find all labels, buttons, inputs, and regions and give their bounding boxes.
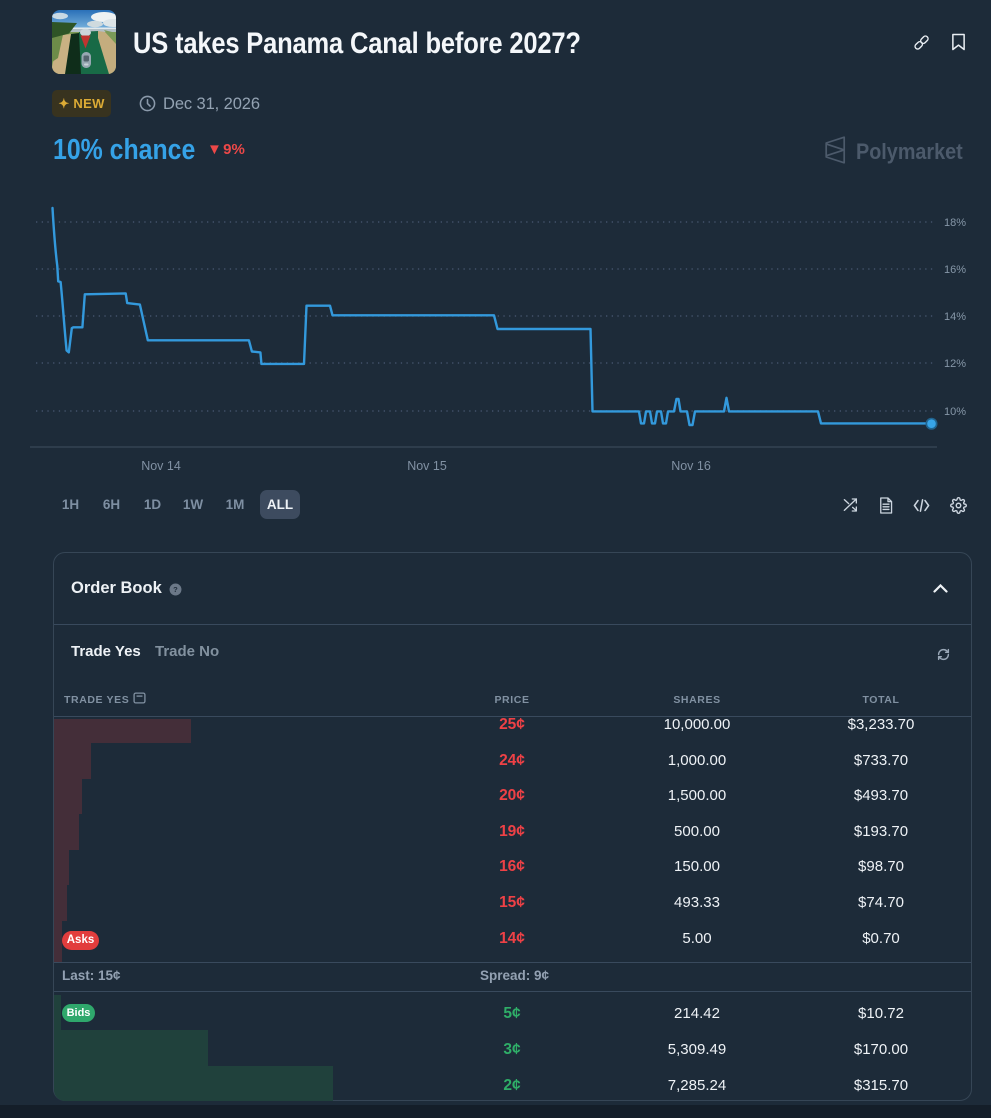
svg-text:10%: 10% bbox=[944, 406, 966, 418]
svg-text:Nov 16: Nov 16 bbox=[671, 459, 711, 473]
svg-text:18%: 18% bbox=[944, 217, 966, 229]
svg-text:14%: 14% bbox=[944, 311, 966, 323]
svg-text:16%: 16% bbox=[944, 264, 966, 276]
svg-text:12%: 12% bbox=[944, 358, 966, 370]
svg-text:Nov 14: Nov 14 bbox=[141, 459, 181, 473]
svg-text:?: ? bbox=[173, 585, 178, 594]
svg-text:Nov 15: Nov 15 bbox=[407, 459, 447, 473]
